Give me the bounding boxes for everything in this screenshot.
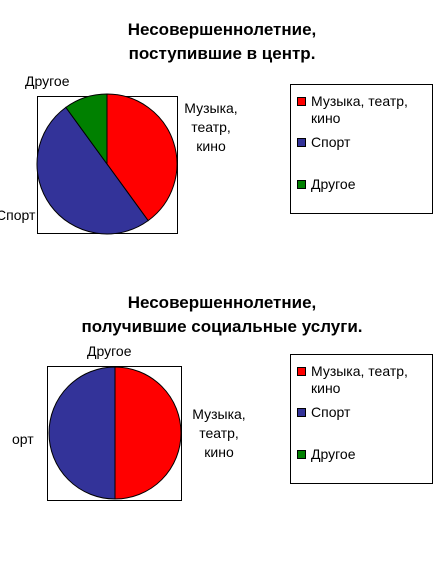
chart-2-legend-text-other: Другое xyxy=(311,446,356,462)
chart-2-label-sport-line-1: орт xyxy=(12,431,34,447)
chart-2-legend-text-music-1: Музыка, театр, xyxy=(311,363,408,379)
chart-2-label-music-line-1: Музыка, xyxy=(192,406,246,422)
chart-2-slice-music xyxy=(114,366,182,500)
chart-2-label-music-line-2: театр, xyxy=(199,425,239,441)
chart-1-slice-sport xyxy=(36,106,149,235)
chart-2-legend-text-music-2: кино xyxy=(311,380,341,396)
chart-2-legend-swatch-music xyxy=(297,367,306,376)
chart-1-legend-swatch-music xyxy=(297,97,306,106)
chart-1-label-music-line-2: театр, xyxy=(191,119,231,135)
chart-1-label-music-line-1: Музыка, xyxy=(184,100,238,116)
chart-1-legend-text-music-1: Музыка, театр, xyxy=(311,93,408,109)
chart-2-label-music-line-3: кино xyxy=(204,444,234,460)
chart-2-label-sport: орт xyxy=(12,430,34,449)
chart-1-label-music-line-3: кино xyxy=(196,138,226,154)
chart-2-legend-item-sport: Спорт xyxy=(297,404,350,421)
chart-1-legend-text-music-2: кино xyxy=(311,110,341,126)
chart-1-legend-text-sport: Спорт xyxy=(311,134,351,150)
chart-1-slice-music xyxy=(106,93,178,222)
chart-1-slice-other xyxy=(65,93,108,166)
chart-1-title-line-2: поступившие в центр. xyxy=(128,44,316,63)
chart-1-legend-item-sport: Спорт xyxy=(297,134,350,151)
chart-1-label-sport-line-1: Спорт xyxy=(0,207,36,223)
chart-2-title: Несовершеннолетние, получившие социальны… xyxy=(0,291,444,339)
chart-1-title-line-1: Несовершеннолетние, xyxy=(127,20,317,39)
chart-1-legend: Музыка, театр, кино Спорт Другое xyxy=(290,84,433,214)
chart-1-label-other-line-1: Другое xyxy=(25,73,70,89)
chart-2-legend-swatch-sport xyxy=(297,408,306,417)
chart-1-label-music: Музыка, театр, кино xyxy=(176,99,246,156)
chart-2-slice-sport xyxy=(48,366,116,500)
chart-1-label-sport: Спорт xyxy=(0,206,35,225)
chart-1-legend-item-other: Другое xyxy=(297,176,355,193)
chart-1-legend-swatch-sport xyxy=(297,138,306,147)
chart-1-legend-text-other: Другое xyxy=(311,176,356,192)
chart-2-legend-item-other: Другое xyxy=(297,446,355,463)
chart-2-label-other: Другое xyxy=(87,342,131,361)
chart-2-label-other-line-1: Другое xyxy=(87,343,132,359)
chart-1-label-other: Другое xyxy=(25,72,69,91)
chart-2-title-line-2: получившие социальные услуги. xyxy=(81,317,363,336)
chart-2-legend: Музыка, театр, кино Спорт Другое xyxy=(290,354,433,484)
chart-1-legend-item-music: Музыка, театр, кино xyxy=(297,93,408,127)
chart-1-legend-swatch-other xyxy=(297,180,306,189)
chart-2-legend-text-sport: Спорт xyxy=(311,404,351,420)
chart-2-title-line-1: Несовершеннолетние, xyxy=(127,293,317,312)
chart-2-legend-swatch-other xyxy=(297,450,306,459)
chart-2-label-music: Музыка, театр, кино xyxy=(184,405,254,462)
chart-1-title: Несовершеннолетние, поступившие в центр. xyxy=(0,18,444,66)
chart-2-legend-item-music: Музыка, театр, кино xyxy=(297,363,408,397)
